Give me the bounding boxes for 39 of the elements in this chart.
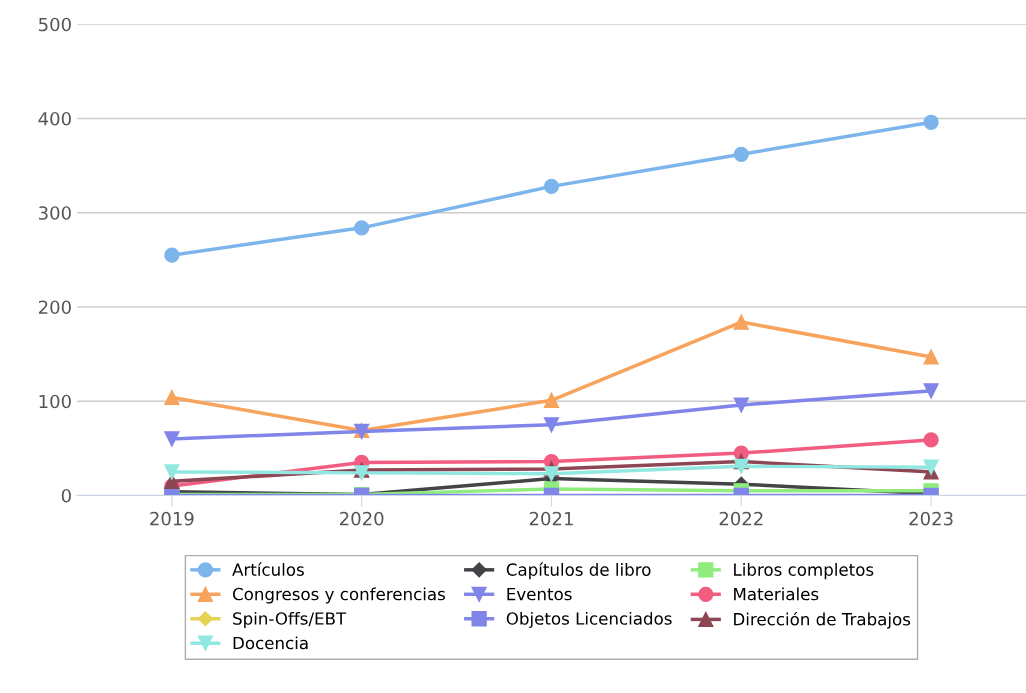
y-tick-label: 500 bbox=[39, 17, 71, 32]
legend-label: Docencia bbox=[233, 636, 308, 650]
y-tick-label: 200 bbox=[38, 300, 71, 315]
point bbox=[543, 178, 560, 195]
point bbox=[543, 392, 560, 408]
legend-label: Materiales bbox=[734, 587, 819, 601]
point bbox=[923, 349, 939, 365]
legend-label: Spin-Offs/EBT bbox=[233, 611, 347, 629]
point bbox=[733, 146, 749, 162]
point bbox=[733, 314, 749, 330]
point bbox=[733, 458, 749, 474]
x-tick-label: 2023 bbox=[909, 511, 953, 526]
point bbox=[923, 432, 939, 448]
legend-label: Capítulos de libro bbox=[506, 562, 651, 580]
point bbox=[164, 247, 180, 263]
y-tick-label: 400 bbox=[38, 111, 71, 126]
point bbox=[923, 114, 939, 130]
legend-label: Objetos Licenciados bbox=[506, 611, 672, 629]
point bbox=[164, 389, 180, 406]
point bbox=[354, 220, 370, 236]
legend-label: Congresos y conferencias bbox=[232, 587, 445, 604]
point bbox=[733, 397, 749, 413]
point bbox=[923, 459, 939, 475]
y-tick-label: 0 bbox=[61, 488, 71, 503]
x-tick-label: 2021 bbox=[529, 511, 573, 526]
point bbox=[543, 417, 560, 433]
point bbox=[164, 464, 180, 480]
legend-label: Artículos bbox=[232, 562, 304, 576]
x-tick-label: 2019 bbox=[150, 511, 194, 526]
y-tick-label: 300 bbox=[39, 206, 71, 220]
legend-label: Eventos bbox=[507, 587, 572, 601]
legend-label: Dirección de Trabajos bbox=[734, 611, 911, 629]
point bbox=[923, 383, 939, 399]
x-tick-label: 2020 bbox=[340, 511, 384, 526]
point bbox=[543, 466, 560, 482]
y-tick-label: 100 bbox=[39, 394, 71, 409]
point bbox=[164, 431, 180, 447]
legend-label: Libros completos bbox=[734, 563, 874, 580]
x-tick-label: 2022 bbox=[719, 511, 763, 526]
